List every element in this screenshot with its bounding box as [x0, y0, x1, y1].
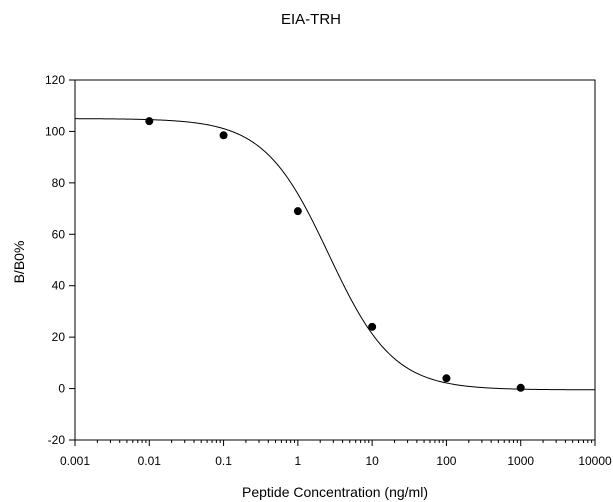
x-tick-label: 0.1	[215, 454, 232, 468]
fitted-curve	[75, 118, 596, 391]
x-tick-label: 10	[365, 454, 379, 468]
y-tick-label: 80	[52, 176, 66, 190]
y-tick-label: 60	[52, 227, 66, 241]
chart-title: EIA-TRH	[281, 11, 341, 28]
y-tick-label: 40	[52, 279, 66, 293]
y-tick-label: 0	[58, 382, 65, 396]
data-point	[293, 207, 302, 216]
data-point	[442, 374, 451, 383]
data-point	[368, 322, 377, 331]
y-axis-label: B/B0%	[11, 241, 27, 284]
y-tick-label: -20	[48, 433, 66, 447]
x-axis: 0.001 0.01 0.1 1 10 100 1000 10000	[60, 440, 612, 468]
x-tick-label: 0.001	[60, 454, 90, 468]
x-tick-label: 1	[295, 454, 302, 468]
x-tick-label: 100	[436, 454, 456, 468]
x-tick-label: 1000	[507, 454, 534, 468]
x-tick-label: 0.01	[138, 454, 162, 468]
data-points	[145, 117, 525, 392]
data-point	[219, 131, 228, 140]
plot-area-frame	[74, 79, 596, 441]
x-tick-label: 10000	[578, 454, 612, 468]
y-axis: -20 0 20 40 60 80 100 120	[45, 73, 75, 447]
data-point	[145, 117, 154, 126]
x-axis-label: Peptide Concentration (ng/ml)	[242, 484, 428, 500]
data-point	[516, 383, 525, 392]
y-tick-label: 100	[45, 124, 65, 138]
y-tick-label: 20	[52, 330, 66, 344]
y-tick-label: 120	[45, 73, 65, 87]
